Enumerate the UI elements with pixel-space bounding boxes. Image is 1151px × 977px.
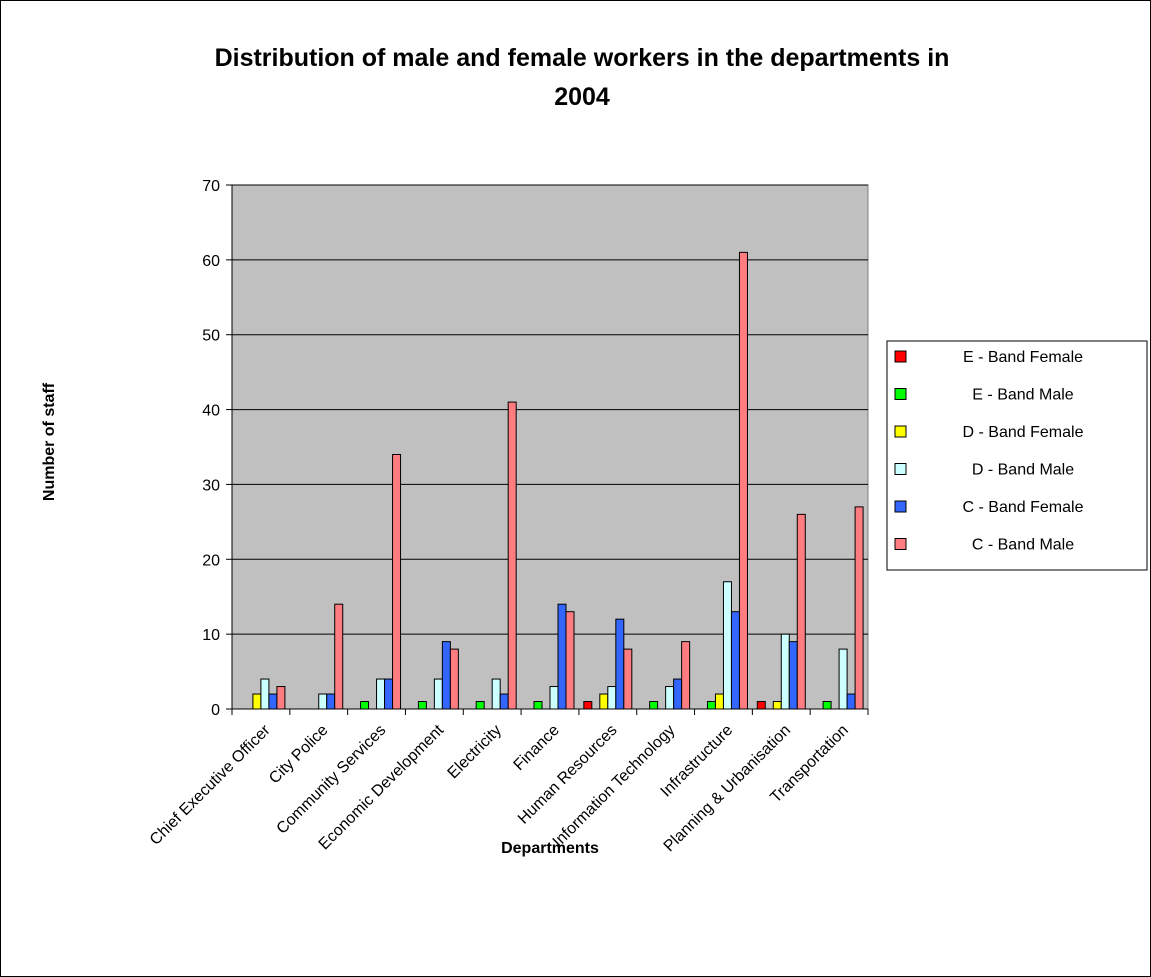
bar xyxy=(822,701,832,710)
bar xyxy=(772,701,782,710)
bar xyxy=(360,701,370,710)
bar xyxy=(599,693,609,710)
y-tick-label: 50 xyxy=(202,328,220,345)
y-tick-label: 0 xyxy=(211,702,220,719)
bar xyxy=(780,633,790,710)
bar xyxy=(268,693,278,710)
bar xyxy=(334,603,344,710)
y-tick-label: 40 xyxy=(202,403,220,420)
bar xyxy=(623,648,633,710)
bar xyxy=(417,701,427,710)
y-tick-label: 20 xyxy=(202,552,220,569)
bar xyxy=(565,611,575,710)
bar xyxy=(756,701,766,710)
legend-swatch xyxy=(894,350,907,363)
y-tick-label: 60 xyxy=(202,253,220,270)
legend-swatch xyxy=(894,425,907,438)
bar xyxy=(449,648,459,710)
y-tick-label: 30 xyxy=(202,477,220,494)
bar xyxy=(706,701,716,710)
chart-title-line1: Distribution of male and female workers … xyxy=(215,44,950,72)
legend-label: E - Band Female xyxy=(963,349,1083,366)
bar xyxy=(607,686,617,710)
plot-area xyxy=(231,184,869,710)
x-axis-title: Departments xyxy=(501,840,599,857)
bar xyxy=(796,513,806,710)
bar xyxy=(583,701,593,710)
bar xyxy=(392,453,402,710)
legend: E - Band Female E - Band Male D - Band Fem… xyxy=(886,340,1148,571)
bar xyxy=(491,678,501,710)
bar xyxy=(714,693,724,710)
legend-swatch xyxy=(894,500,907,513)
legend-label: D - Band Female xyxy=(963,424,1084,441)
bar xyxy=(722,581,732,710)
bar xyxy=(854,506,864,710)
bar xyxy=(384,678,394,710)
y-tick-label: 10 xyxy=(202,627,220,644)
bar xyxy=(318,693,328,710)
bar xyxy=(615,618,625,710)
bar xyxy=(376,678,386,710)
bar xyxy=(649,701,659,710)
bar xyxy=(499,693,509,710)
bar xyxy=(260,678,270,710)
bar xyxy=(681,641,691,710)
y-tick-label: 70 xyxy=(202,178,220,195)
legend-box xyxy=(886,340,1148,571)
bar xyxy=(433,678,443,710)
legend-swatch xyxy=(894,463,907,475)
legend-swatch xyxy=(894,388,907,400)
bar xyxy=(730,611,740,710)
bar xyxy=(673,678,683,710)
chart-title-line2: 2004 xyxy=(554,83,610,111)
bar xyxy=(738,251,748,710)
bar xyxy=(441,641,451,710)
y-axis-title: Number of staff xyxy=(41,382,58,501)
bar xyxy=(276,686,286,710)
legend-label: C - Band Male xyxy=(972,537,1074,554)
bar xyxy=(846,693,856,710)
bar xyxy=(665,686,675,710)
legend-swatch xyxy=(894,538,907,550)
y-axis-ticks: 0 10 20 30 40 50 60 70 xyxy=(202,178,232,719)
legend-label: D - Band Male xyxy=(972,462,1074,479)
bar xyxy=(788,641,798,710)
bar xyxy=(838,648,848,710)
bar xyxy=(557,603,567,710)
bar xyxy=(475,701,485,710)
bar xyxy=(507,401,517,710)
bar xyxy=(549,686,559,710)
bar xyxy=(533,701,543,710)
legend-label: E - Band Male xyxy=(972,387,1073,404)
bar xyxy=(252,693,262,710)
bar xyxy=(326,693,336,710)
legend-label: C - Band Female xyxy=(963,499,1084,516)
